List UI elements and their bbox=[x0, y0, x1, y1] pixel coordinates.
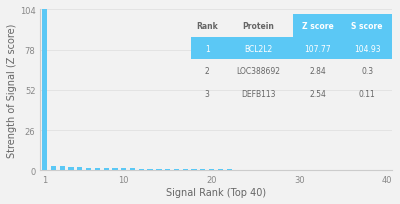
Bar bbox=[95, 168, 100, 171]
Bar bbox=[209, 170, 214, 171]
Bar bbox=[42, 4, 47, 171]
Bar bbox=[112, 168, 118, 171]
FancyBboxPatch shape bbox=[293, 15, 342, 38]
Bar bbox=[148, 169, 153, 171]
X-axis label: Signal Rank (Top 40): Signal Rank (Top 40) bbox=[166, 187, 266, 197]
Bar bbox=[270, 170, 276, 171]
Text: BCL2L2: BCL2L2 bbox=[244, 44, 272, 53]
Text: 2.54: 2.54 bbox=[310, 89, 326, 98]
Bar bbox=[60, 167, 65, 171]
Bar bbox=[306, 170, 311, 171]
Bar bbox=[174, 169, 179, 171]
Bar bbox=[288, 170, 293, 171]
Text: 0.3: 0.3 bbox=[361, 67, 373, 76]
Bar bbox=[183, 169, 188, 171]
Bar bbox=[156, 169, 162, 171]
Text: Z score: Z score bbox=[302, 22, 334, 31]
Bar bbox=[262, 170, 267, 171]
Bar bbox=[51, 166, 56, 171]
Bar bbox=[192, 169, 197, 171]
Text: 1: 1 bbox=[205, 44, 210, 53]
Bar bbox=[297, 170, 302, 171]
FancyBboxPatch shape bbox=[192, 38, 392, 60]
Text: 104.93: 104.93 bbox=[354, 44, 380, 53]
Text: S score: S score bbox=[351, 22, 383, 31]
Bar bbox=[253, 170, 258, 171]
Bar bbox=[77, 168, 82, 171]
Bar bbox=[314, 170, 320, 171]
Bar bbox=[244, 170, 249, 171]
FancyBboxPatch shape bbox=[342, 15, 392, 38]
Bar bbox=[200, 170, 206, 171]
Bar bbox=[235, 170, 241, 171]
Bar bbox=[226, 170, 232, 171]
Bar bbox=[68, 167, 74, 171]
Bar bbox=[323, 170, 328, 171]
Text: 2: 2 bbox=[205, 67, 210, 76]
Text: 0.11: 0.11 bbox=[359, 89, 376, 98]
Bar bbox=[104, 168, 109, 171]
Bar bbox=[121, 169, 126, 171]
Text: Rank: Rank bbox=[196, 22, 218, 31]
Bar bbox=[139, 169, 144, 171]
Bar bbox=[218, 170, 223, 171]
Text: DEFB113: DEFB113 bbox=[241, 89, 276, 98]
Text: 2.84: 2.84 bbox=[310, 67, 326, 76]
Bar bbox=[165, 169, 170, 171]
Y-axis label: Strength of Signal (Z score): Strength of Signal (Z score) bbox=[7, 24, 17, 157]
Bar bbox=[279, 170, 284, 171]
Bar bbox=[86, 168, 91, 171]
Text: 107.77: 107.77 bbox=[304, 44, 331, 53]
Text: LOC388692: LOC388692 bbox=[236, 67, 280, 76]
Text: 3: 3 bbox=[205, 89, 210, 98]
Bar bbox=[130, 169, 135, 171]
Text: Protein: Protein bbox=[242, 22, 274, 31]
